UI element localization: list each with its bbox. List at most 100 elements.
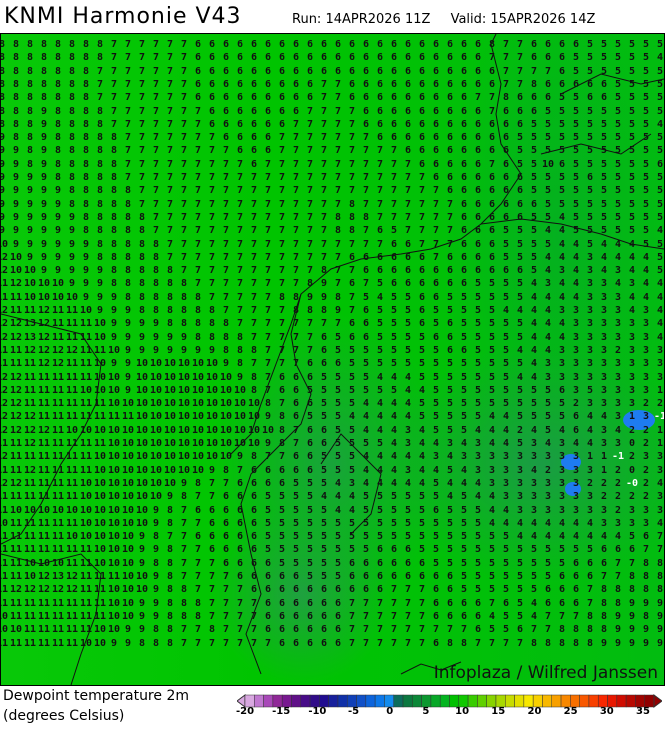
- grid-value: 6: [348, 557, 356, 569]
- grid-value: 7: [656, 544, 664, 556]
- grid-value: 2: [642, 477, 650, 489]
- grid-value: 3: [614, 265, 622, 277]
- grid-value: 8: [152, 251, 160, 263]
- grid-value: 8: [152, 291, 160, 303]
- grid-value: 7: [418, 211, 426, 223]
- grid-value: 8: [152, 531, 160, 543]
- grid-value: 7: [306, 172, 314, 183]
- grid-value: 8: [558, 637, 566, 649]
- grid-value: 9: [656, 624, 664, 636]
- grid-value: 7: [306, 185, 314, 197]
- grid-value: 5: [586, 544, 594, 556]
- grid-value: 11: [9, 597, 23, 609]
- grid-value: 7: [236, 172, 244, 183]
- grid-value: 6: [376, 65, 384, 77]
- grid-value: 10: [149, 358, 163, 370]
- grid-value: 6: [516, 624, 524, 636]
- grid-value: 7: [194, 158, 202, 170]
- grid-value: 6: [362, 265, 370, 277]
- grid-value: 5: [362, 491, 370, 503]
- grid-value: 9: [96, 305, 104, 316]
- grid-value: 10: [205, 384, 219, 396]
- grid-value: 3: [656, 491, 664, 503]
- grid-value: 7: [628, 557, 636, 569]
- grid-value: 7: [138, 158, 146, 170]
- grid-value: 7: [152, 92, 160, 104]
- grid-value: 6: [278, 384, 286, 396]
- grid-value: 5: [362, 544, 370, 556]
- grid-value: 7: [278, 225, 286, 237]
- grid-value: 8: [194, 291, 202, 303]
- grid-value: 5: [530, 238, 538, 250]
- grid-value: 3: [572, 504, 580, 516]
- grid-value: 10: [1, 238, 9, 250]
- grid-value: 10: [51, 278, 65, 290]
- grid-value: 11: [79, 358, 93, 370]
- grid-value: 4: [418, 464, 426, 476]
- grid-value: 6: [572, 557, 580, 569]
- grid-value: 4: [502, 411, 510, 423]
- grid-value: 6: [572, 571, 580, 582]
- grid-value: 11: [23, 451, 37, 463]
- grid-value: 6: [222, 92, 230, 104]
- grid-value: 6: [390, 278, 398, 290]
- grid-value: 8: [348, 211, 356, 223]
- grid-value: 6: [320, 624, 328, 636]
- grid-value: 6: [236, 132, 244, 144]
- grid-value: 10: [177, 358, 191, 370]
- grid-value: 5: [432, 318, 440, 330]
- grid-value: 4: [544, 291, 552, 303]
- grid-value: 9: [124, 318, 132, 330]
- grid-value: 5: [348, 384, 356, 396]
- grid-value: 9: [166, 331, 174, 343]
- grid-value: 6: [516, 265, 524, 277]
- grid-value: 6: [474, 610, 482, 622]
- grid-value: 7: [96, 65, 104, 77]
- grid-value: 9: [152, 517, 160, 529]
- grid-value: 7: [208, 571, 216, 582]
- grid-value: 9: [152, 597, 160, 609]
- grid-value: 6: [432, 78, 440, 90]
- grid-value: 7: [390, 610, 398, 622]
- grid-value: 10: [23, 291, 37, 303]
- grid-value: 5: [502, 344, 510, 356]
- grid-value: 10: [233, 411, 247, 423]
- grid-value: 7: [236, 584, 244, 596]
- grid-value: 11: [1, 344, 9, 356]
- grid-value: 11: [37, 597, 51, 609]
- grid-value: 5: [614, 118, 622, 130]
- grid-value: 7: [208, 491, 216, 503]
- grid-value: 7: [320, 198, 328, 210]
- grid-value: 2: [516, 424, 524, 436]
- grid-value: 12: [37, 584, 51, 596]
- grid-value: 5: [348, 424, 356, 436]
- grid-value: 7: [320, 172, 328, 183]
- grid-value: 9: [110, 291, 118, 303]
- grid-value: 7: [180, 145, 188, 157]
- grid-value: 9: [68, 211, 76, 223]
- grid-value: 5: [572, 544, 580, 556]
- grid-value: 4: [572, 278, 580, 290]
- grid-value: 7: [222, 584, 230, 596]
- grid-value: 5: [516, 398, 524, 410]
- model-title: KNMI Harmonie V43: [4, 4, 242, 29]
- grid-value: 5: [530, 384, 538, 396]
- grid-value: 3: [544, 358, 552, 370]
- grid-value: 11: [9, 291, 23, 303]
- grid-value: 6: [446, 610, 454, 622]
- grid-value: 10: [233, 438, 247, 449]
- grid-value: 11: [23, 597, 37, 609]
- grid-value: 7: [278, 158, 286, 170]
- grid-value: 8: [124, 291, 132, 303]
- grid-value: 7: [432, 185, 440, 197]
- grid-value: 7: [166, 211, 174, 223]
- grid-value: 6: [194, 39, 202, 50]
- grid-value: 5: [446, 424, 454, 436]
- grid-value: 7: [180, 92, 188, 104]
- grid-value: 4: [460, 477, 468, 489]
- grid-value: 10: [205, 358, 219, 370]
- grid-value: 8: [180, 318, 188, 330]
- grid-value: 6: [306, 584, 314, 596]
- grid-value: 7: [348, 172, 356, 183]
- grid-value: 6: [194, 52, 202, 64]
